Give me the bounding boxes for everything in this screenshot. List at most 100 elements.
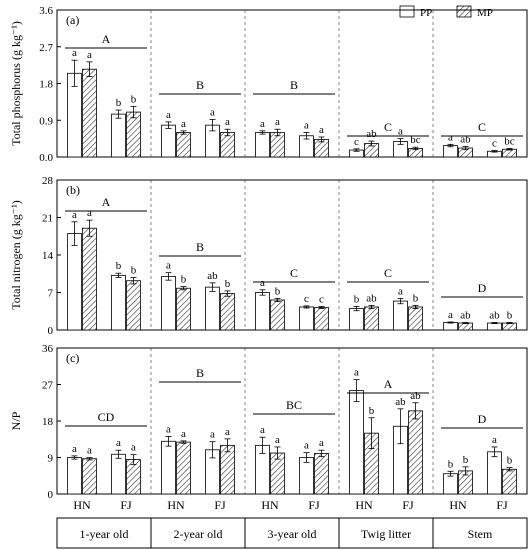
significance-letter: a (304, 440, 309, 452)
significance-letter: b (507, 310, 513, 322)
y-tick-label: 0.9 (39, 115, 53, 127)
significance-letter: a (210, 106, 215, 118)
significance-letter: c (319, 293, 324, 305)
y-tick-label: 21 (42, 213, 53, 225)
bar-pp (67, 233, 82, 331)
significance-letter: a (210, 429, 215, 441)
y-tick-label: 27 (42, 380, 54, 392)
legend-swatch-mp (456, 5, 472, 18)
bar-pp (299, 306, 314, 331)
bar-mp (82, 68, 97, 158)
significance-letter: a (225, 116, 230, 128)
x-label-stem-hn: HN (449, 498, 467, 512)
group-letter: B (196, 78, 204, 92)
bar-pp (67, 457, 82, 495)
group-letter: CD (98, 410, 115, 424)
significance-letter: c (354, 136, 359, 148)
significance-letter: c (492, 137, 497, 149)
significance-letter: ab (207, 270, 218, 282)
group-letter: BC (286, 398, 302, 412)
y-tick-label: 36 (42, 343, 54, 355)
group-letter: C (384, 266, 392, 280)
group-letter: C (384, 120, 392, 134)
panel-label: (a) (66, 13, 79, 27)
significance-letter: a (225, 426, 230, 438)
bar-mp (176, 441, 191, 495)
significance-letter: a (354, 367, 359, 379)
group-label-twig: Twig litter (361, 527, 411, 541)
legend-label-pp: PP (420, 7, 432, 19)
y-tick-label: 2.7 (39, 42, 53, 54)
bar-mp (82, 227, 97, 331)
bar-pp (443, 473, 458, 495)
group-label-frame (56, 517, 528, 549)
bar-pp (161, 124, 176, 158)
bar-mp (502, 468, 517, 495)
bar-pp (349, 308, 364, 331)
x-label-1year-hn: HN (73, 498, 91, 512)
significance-letter: a (72, 47, 77, 59)
bar-mp (82, 458, 97, 495)
y-tick-label: 7 (48, 288, 54, 300)
x-label-twig-hn: HN (355, 498, 373, 512)
group-letter: D (478, 281, 487, 295)
group-label-1year: 1-year old (80, 527, 129, 541)
panel-label: (c) (66, 351, 79, 365)
bar-pp (255, 292, 270, 331)
y-tick-label: 0 (48, 325, 54, 337)
bar-pp (349, 390, 364, 495)
significance-letter: bc (504, 135, 515, 147)
bar-mp (314, 307, 329, 331)
bar-pp (443, 322, 458, 331)
group-label-row: 1-year old 2-year old 3-year old Twig li… (56, 517, 528, 549)
x-label-3year-fj: FJ (308, 498, 320, 512)
significance-letter: a (398, 285, 403, 297)
significance-letter: c (304, 293, 309, 305)
bar-mp (270, 299, 285, 331)
y-tick-label: 18 (42, 416, 54, 428)
significance-letter: a (181, 118, 186, 130)
bar-pp (161, 276, 176, 331)
group-letter: B (196, 240, 204, 254)
y-tick-label: 3.6 (39, 5, 53, 17)
group-label-2year: 2-year old (174, 527, 223, 541)
bar-pp (111, 113, 126, 158)
group-label-stem: Stem (468, 527, 493, 541)
significance-letter: b (131, 265, 137, 277)
bar-mp (126, 280, 141, 331)
group-label-3year: 3-year old (268, 527, 317, 541)
significance-letter: a (166, 109, 171, 121)
group-letter: B (290, 78, 298, 92)
significance-letter: a (448, 131, 453, 143)
bar-pp (205, 286, 220, 331)
x-label-twig-fj: FJ (402, 498, 414, 512)
y-axis-label: Total nitrogen (g kg⁻¹) (9, 200, 23, 309)
group-letter: C (290, 266, 298, 280)
significance-letter: b (225, 278, 231, 290)
significance-letter: ab (410, 390, 421, 402)
significance-letter: a (260, 118, 265, 130)
x-axis-labels: HN FJ HN FJ HN FJ HN FJ HN FJ (73, 498, 508, 512)
group-letter: A (102, 195, 111, 209)
x-label-2year-hn: HN (167, 498, 185, 512)
bar-mp (314, 453, 329, 495)
group-letter: B (196, 366, 204, 380)
bar-pp (487, 322, 502, 331)
bar-pp (111, 274, 126, 331)
significance-letter: a (116, 437, 121, 449)
chart-panels: 0.0 0.9 1.8 2.7 3.6 Total phosphorus (g kg⁻¹)… (9, 5, 528, 501)
significance-letter: a (398, 126, 403, 138)
significance-letter: ab (366, 292, 377, 304)
significance-letter: ab (460, 310, 471, 322)
legend-swatch-pp (399, 5, 415, 18)
significance-letter: b (413, 292, 419, 304)
bar-mp (126, 111, 141, 158)
bar-pp (255, 132, 270, 158)
significance-letter: a (87, 207, 92, 219)
y-axis-label: N/P (9, 411, 23, 430)
bar-pp (299, 457, 314, 495)
significance-letter: bc (410, 134, 421, 146)
significance-letter: a (166, 260, 171, 272)
legend: PP MP (399, 5, 493, 19)
